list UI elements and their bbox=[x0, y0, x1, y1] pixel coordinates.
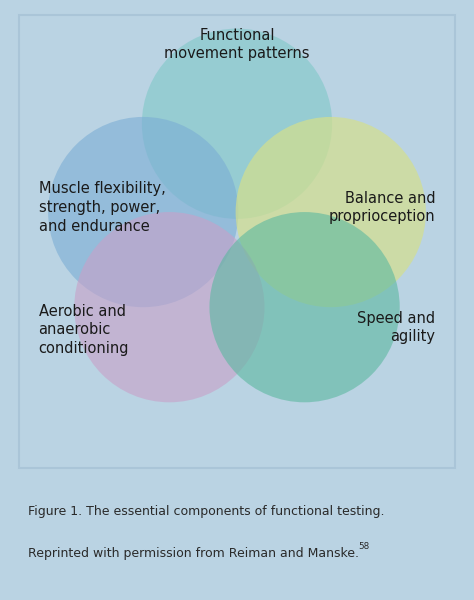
Ellipse shape bbox=[48, 117, 238, 307]
Text: Balance and
proprioception: Balance and proprioception bbox=[329, 191, 436, 224]
Text: Reprinted with permission from Reiman and Manske.: Reprinted with permission from Reiman an… bbox=[28, 547, 359, 560]
Ellipse shape bbox=[210, 212, 400, 403]
Ellipse shape bbox=[74, 212, 264, 403]
Ellipse shape bbox=[142, 29, 332, 219]
Text: Aerobic and
anaerobic
conditioning: Aerobic and anaerobic conditioning bbox=[38, 304, 129, 356]
Text: Speed and
agility: Speed and agility bbox=[357, 311, 436, 344]
Text: 58: 58 bbox=[358, 542, 370, 551]
Text: Functional
movement patterns: Functional movement patterns bbox=[164, 28, 310, 61]
Ellipse shape bbox=[236, 117, 426, 307]
Text: Figure 1. The essential components of functional testing.: Figure 1. The essential components of fu… bbox=[28, 505, 385, 518]
Text: Muscle flexibility,
strength, power,
and endurance: Muscle flexibility, strength, power, and… bbox=[38, 181, 165, 233]
